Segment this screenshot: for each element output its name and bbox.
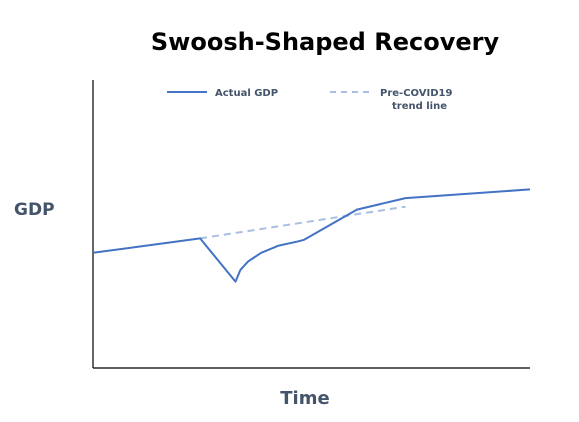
series-line-actual-gdp [92,188,531,283]
legend-label-actual-gdp: Actual GDP [215,88,278,99]
x-axis-label: Time [280,388,330,409]
legend: Actual GDP Pre-COVID19 trend line [167,88,452,112]
series-line-trend [199,205,406,240]
legend-label-trend-line-1: Pre-COVID19 [380,88,452,99]
chart-title: Swoosh-Shaped Recovery [150,28,500,56]
series-layer [92,188,531,283]
y-axis-label: GDP [14,200,55,220]
legend-label-trend-line-2: trend line [392,101,447,112]
